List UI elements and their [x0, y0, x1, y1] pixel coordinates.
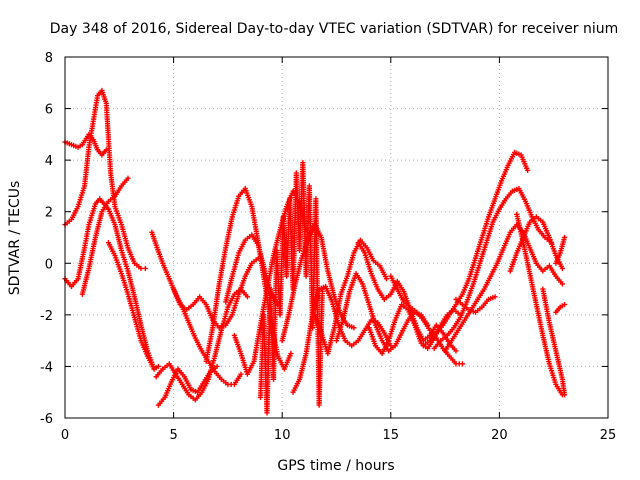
- series-track-aa: [540, 286, 568, 398]
- series-track-g: [153, 286, 251, 403]
- data-point: [214, 363, 220, 370]
- data-point: [561, 234, 568, 241]
- data-point: [155, 363, 161, 370]
- data-point: [559, 265, 565, 272]
- y-axis-label: SDTVAR / TECUs: [7, 181, 23, 296]
- data-point: [142, 265, 148, 272]
- series-track-f: [149, 229, 244, 388]
- data-point: [238, 371, 244, 377]
- series-track-p: [312, 237, 390, 357]
- data-point: [288, 350, 294, 357]
- y-tick-label: 2: [45, 206, 53, 221]
- y-tick-label: -2: [40, 309, 53, 324]
- series-track-ab: [553, 301, 568, 315]
- data-point: [351, 325, 357, 331]
- x-tick-label: 25: [600, 428, 617, 443]
- x-tick-label: 20: [491, 428, 508, 443]
- grid-lines: [65, 57, 608, 418]
- data-point: [559, 281, 565, 287]
- series-track-h: [155, 363, 220, 408]
- data-point: [525, 167, 531, 174]
- series-track-u: [420, 149, 531, 349]
- data-point: [492, 294, 498, 300]
- x-tick-labels: 0 5 10 15 20 25: [61, 428, 616, 443]
- series-track-m: [257, 160, 325, 416]
- series-track-d: [79, 175, 131, 297]
- data-point: [561, 392, 568, 398]
- x-tick-label: 0: [61, 428, 69, 443]
- series-track-i: [171, 255, 261, 331]
- y-tick-label: -6: [40, 412, 53, 427]
- x-tick-label: 10: [274, 428, 291, 443]
- data-point: [103, 147, 109, 153]
- y-tick-labels: -6 -4 -2 0 2 4 6 8: [40, 51, 53, 427]
- data-point: [459, 361, 466, 367]
- data-point: [383, 276, 390, 282]
- y-tick-label: 4: [45, 154, 53, 169]
- y-tick-label: 6: [45, 103, 53, 118]
- series-track-a: [62, 87, 148, 272]
- series-track-v: [431, 185, 555, 351]
- data-point: [453, 348, 459, 354]
- data-point: [244, 294, 251, 300]
- data-point: [561, 301, 568, 308]
- x-tick-label: 15: [383, 428, 400, 443]
- chart-title: Day 348 of 2016, Sidereal Day-to-day VTE…: [50, 21, 619, 37]
- y-tick-label: -4: [40, 360, 53, 375]
- data-point: [125, 175, 131, 181]
- y-tick-label: 0: [45, 257, 53, 272]
- data-points: [62, 87, 568, 416]
- series-track-e: [105, 240, 161, 372]
- plot-frame: [64, 56, 609, 419]
- x-tick-label: 5: [169, 428, 177, 443]
- x-axis-label: GPS time / hours: [277, 458, 394, 474]
- series-track-o: [290, 283, 394, 395]
- y-tick-label: 8: [45, 51, 53, 66]
- series-track-z: [514, 211, 565, 398]
- series-track-ac: [553, 234, 568, 266]
- series-track-x: [453, 294, 498, 315]
- data-point: [138, 265, 144, 272]
